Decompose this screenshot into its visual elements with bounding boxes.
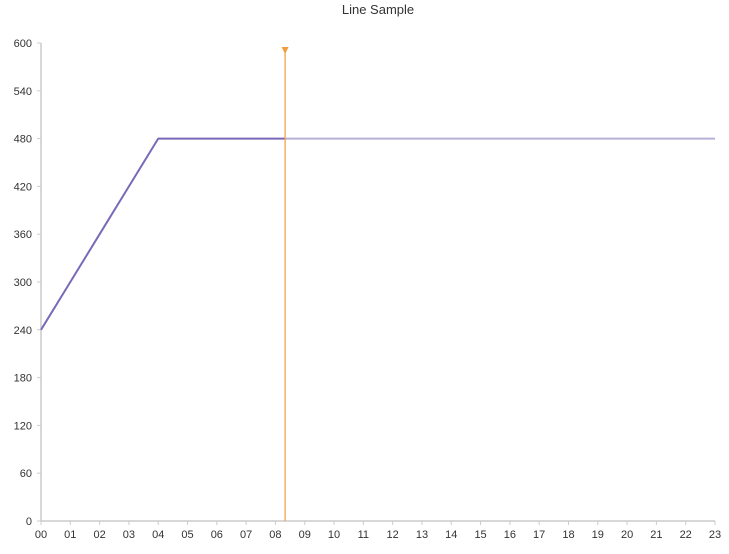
y-tick-label: 300 bbox=[14, 277, 32, 289]
y-tick-label: 420 bbox=[14, 181, 32, 193]
x-tick-label: 19 bbox=[592, 529, 604, 541]
x-tick-label: 00 bbox=[35, 529, 47, 541]
y-axis-ticks: 0 60 120 180 240 300 360 420 480 540 600 bbox=[14, 38, 41, 528]
x-tick-label: 22 bbox=[680, 529, 692, 541]
x-tick-label: 20 bbox=[621, 529, 633, 541]
x-tick-label: 02 bbox=[93, 529, 105, 541]
x-tick-label: 17 bbox=[533, 529, 545, 541]
x-tick-label: 03 bbox=[123, 529, 135, 541]
y-tick-label: 480 bbox=[14, 134, 32, 146]
x-tick-label: 15 bbox=[474, 529, 486, 541]
y-tick-label: 120 bbox=[14, 420, 32, 432]
x-tick-label: 08 bbox=[269, 529, 281, 541]
y-tick-label: 240 bbox=[14, 325, 32, 337]
x-tick-label: 10 bbox=[328, 529, 340, 541]
chart-title: Line Sample bbox=[342, 2, 414, 17]
x-tick-label: 18 bbox=[562, 529, 574, 541]
series-layer bbox=[40, 137, 715, 331]
series-line-past bbox=[40, 137, 286, 331]
x-tick-label: 13 bbox=[416, 529, 428, 541]
x-axis-ticks: 00 01 02 03 04 05 06 07 08 09 10 11 12 13 14 15 16 17 18 19… bbox=[35, 521, 721, 541]
x-tick-label: 09 bbox=[299, 529, 311, 541]
x-tick-label: 23 bbox=[709, 529, 721, 541]
y-tick-label: 600 bbox=[14, 38, 32, 50]
x-tick-label: 14 bbox=[445, 529, 457, 541]
x-tick-label: 11 bbox=[358, 529, 369, 541]
axes bbox=[40, 43, 715, 522]
x-tick-label: 01 bbox=[64, 529, 76, 541]
x-tick-label: 21 bbox=[650, 529, 662, 541]
x-tick-label: 06 bbox=[211, 529, 223, 541]
x-tick-label: 07 bbox=[240, 529, 252, 541]
y-tick-label: 180 bbox=[14, 373, 32, 385]
x-tick-label: 04 bbox=[152, 529, 164, 541]
y-tick-label: 0 bbox=[26, 516, 32, 528]
current-time-marker-icon bbox=[281, 47, 289, 54]
y-tick-label: 360 bbox=[14, 229, 32, 241]
x-tick-label: 12 bbox=[387, 529, 399, 541]
x-tick-label: 16 bbox=[504, 529, 516, 541]
y-tick-label: 60 bbox=[20, 468, 32, 480]
marker-layer bbox=[281, 47, 289, 521]
x-tick-label: 05 bbox=[181, 529, 193, 541]
y-tick-label: 540 bbox=[14, 86, 32, 98]
